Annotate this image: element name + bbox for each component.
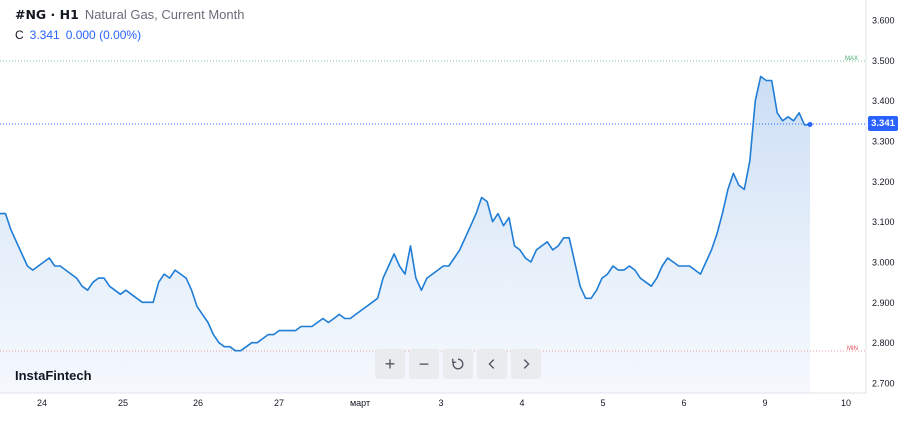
x-tick-label: 27 bbox=[274, 398, 284, 408]
minus-icon: − bbox=[418, 353, 430, 374]
y-tick-label: 3.600 bbox=[872, 16, 895, 26]
price-series-line bbox=[0, 75, 811, 352]
y-tick-label: 3.300 bbox=[872, 137, 895, 147]
x-tick-label: 3 bbox=[438, 398, 443, 408]
y-tick-label: 3.000 bbox=[872, 258, 895, 268]
x-tick-label: 4 bbox=[519, 398, 524, 408]
y-tick-label: 3.500 bbox=[872, 56, 895, 66]
y-tick-label: 2.900 bbox=[872, 298, 895, 308]
chart-legend: #NG · H1 Natural Gas, Current Month bbox=[15, 7, 245, 22]
last-price-dot bbox=[807, 121, 813, 127]
reset-chart-button[interactable] bbox=[443, 349, 473, 379]
x-tick-label: 6 bbox=[681, 398, 686, 408]
zoom-in-button[interactable]: + bbox=[375, 349, 405, 379]
y-tick-label: 3.200 bbox=[872, 177, 895, 187]
chevron-right-icon bbox=[523, 359, 530, 369]
close-value: 3.341 bbox=[29, 28, 60, 42]
x-tick-label: 9 bbox=[762, 398, 767, 408]
y-tick-label: 2.700 bbox=[872, 379, 895, 389]
max-label: MAX bbox=[845, 56, 858, 62]
x-tick-label: 26 bbox=[193, 398, 203, 408]
change-value: 0.000 (0.00%) bbox=[65, 28, 142, 42]
x-tick-label: 24 bbox=[37, 398, 47, 408]
ohlc-legend: C 3.341 0.000 (0.00%) bbox=[15, 28, 141, 42]
x-tick-label: март bbox=[350, 398, 370, 408]
zoom-out-button[interactable]: − bbox=[409, 349, 439, 379]
x-tick-label: 10 bbox=[841, 398, 851, 408]
price-area-fill bbox=[0, 76, 810, 393]
chevron-left-icon bbox=[488, 359, 495, 369]
y-tick-label: 3.400 bbox=[872, 96, 895, 106]
close-label: C bbox=[15, 28, 24, 42]
chart-toolbar: + − bbox=[375, 349, 541, 379]
x-tick-label: 5 bbox=[600, 398, 605, 408]
y-tick-label: 3.100 bbox=[872, 217, 895, 227]
min-label: MIN bbox=[847, 346, 858, 352]
y-tick-label: 2.800 bbox=[872, 338, 895, 348]
reset-icon bbox=[452, 358, 464, 370]
scroll-right-button[interactable] bbox=[511, 349, 541, 379]
scroll-left-button[interactable] bbox=[477, 349, 507, 379]
brand-logo-text: InstaFintech bbox=[15, 368, 92, 383]
plus-icon: + bbox=[384, 353, 396, 374]
instrument-name: Natural Gas, Current Month bbox=[84, 7, 245, 22]
symbol-label: #NG · H1 bbox=[15, 7, 79, 22]
last-price-tag: 3.341 bbox=[868, 116, 898, 131]
x-tick-label: 25 bbox=[118, 398, 128, 408]
